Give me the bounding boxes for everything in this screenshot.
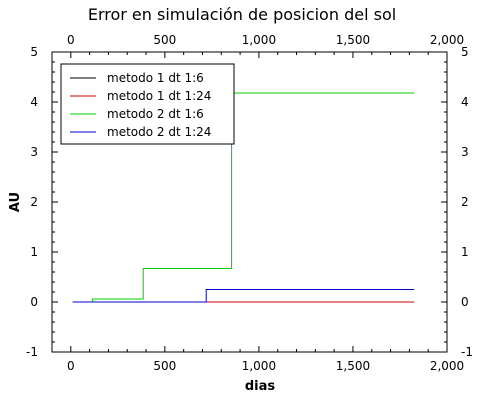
x-tick-label-top: 2,000 bbox=[430, 33, 464, 47]
x-tick-label-top: 0 bbox=[67, 33, 75, 47]
legend-label-1: metodo 1 dt 1:6 bbox=[107, 71, 204, 85]
chart-title: Error en simulación de posicion del sol bbox=[88, 5, 396, 24]
y-tick-label-right: 3 bbox=[461, 145, 469, 159]
legend-label-2: metodo 1 dt 1:24 bbox=[107, 89, 211, 103]
series-line-4 bbox=[72, 289, 415, 303]
axis-ticks: 005005001,0001,0001,5001,5002,0002,000-1… bbox=[26, 33, 473, 373]
legend-box bbox=[60, 63, 235, 145]
y-tick-label-right: 5 bbox=[461, 45, 469, 59]
y-tick-label-right: 0 bbox=[461, 295, 469, 309]
y-tick-label-left: 5 bbox=[30, 45, 38, 59]
y-tick-label-left: 1 bbox=[30, 245, 38, 259]
x-tick-label-bottom: 500 bbox=[153, 359, 176, 373]
y-tick-label-left: 0 bbox=[30, 295, 38, 309]
x-axis-title: dias bbox=[245, 379, 276, 394]
legend-label-3: metodo 2 dt 1:6 bbox=[107, 107, 204, 121]
y-tick-label-left: -1 bbox=[26, 345, 38, 359]
legend-label-4: metodo 2 dt 1:24 bbox=[107, 125, 211, 139]
x-tick-label-top: 500 bbox=[153, 33, 176, 47]
y-tick-label-right: 4 bbox=[461, 95, 469, 109]
y-tick-label-left: 4 bbox=[30, 95, 38, 109]
y-axis-title: AU bbox=[8, 192, 23, 212]
legend: metodo 1 dt 1:6 metodo 1 dt 1:24 metodo 2 … bbox=[60, 63, 235, 145]
y-tick-label-right: -1 bbox=[461, 345, 473, 359]
y-tick-label-left: 3 bbox=[30, 145, 38, 159]
y-tick-label-left: 2 bbox=[30, 195, 38, 209]
x-tick-label-bottom: 0 bbox=[67, 359, 75, 373]
x-tick-label-bottom: 2,000 bbox=[430, 359, 464, 373]
y-tick-label-right: 2 bbox=[461, 195, 469, 209]
y-tick-label-right: 1 bbox=[461, 245, 469, 259]
x-tick-label-top: 1,500 bbox=[336, 33, 370, 47]
x-tick-label-bottom: 1,000 bbox=[242, 359, 276, 373]
x-tick-label-top: 1,000 bbox=[242, 33, 276, 47]
x-tick-label-bottom: 1,500 bbox=[336, 359, 370, 373]
